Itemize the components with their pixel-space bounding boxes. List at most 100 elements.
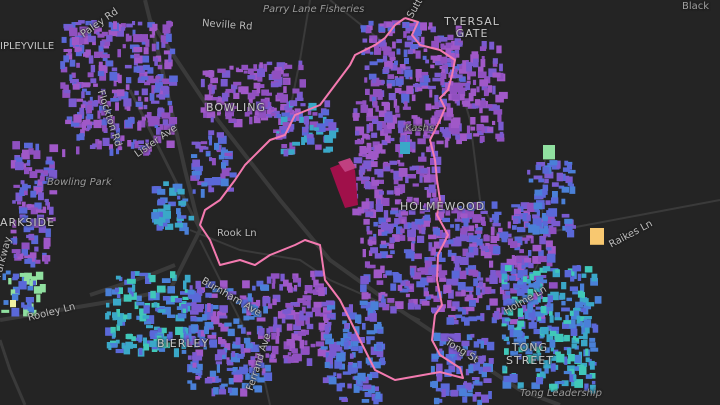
building (532, 256, 541, 264)
building (433, 295, 440, 302)
building (480, 210, 488, 214)
ward-boundary-line[interactable] (199, 17, 464, 381)
building (453, 66, 461, 70)
building (448, 289, 454, 299)
building (369, 61, 378, 66)
building (514, 264, 518, 268)
building (445, 137, 450, 141)
building (301, 346, 310, 355)
building (318, 322, 326, 330)
building (106, 342, 111, 349)
building (20, 180, 25, 185)
building (461, 100, 471, 105)
highlighted-building[interactable] (330, 162, 358, 208)
building (477, 71, 487, 79)
building (491, 214, 500, 220)
building (545, 214, 555, 221)
building (162, 296, 170, 301)
building (89, 96, 93, 102)
building (113, 79, 117, 87)
building (491, 105, 497, 111)
building (550, 291, 559, 301)
building (362, 376, 369, 384)
building (395, 144, 404, 152)
building (466, 65, 473, 72)
building (496, 137, 505, 142)
building (324, 134, 333, 143)
building (458, 133, 467, 141)
building (77, 39, 83, 44)
building (539, 236, 546, 245)
building (236, 369, 241, 374)
building (466, 350, 473, 356)
building (195, 280, 202, 289)
building (461, 316, 466, 322)
building (402, 106, 411, 110)
building (12, 273, 20, 279)
building (451, 306, 456, 311)
building (431, 130, 440, 135)
building (417, 235, 425, 243)
building (81, 91, 85, 99)
building (126, 77, 132, 84)
building (321, 301, 328, 307)
building (298, 60, 303, 69)
building (546, 334, 554, 342)
building (524, 335, 529, 339)
highlighted-building-2[interactable] (338, 158, 356, 172)
building (494, 211, 502, 215)
building (236, 68, 243, 73)
building (139, 272, 149, 276)
building (191, 175, 197, 179)
building (208, 130, 215, 136)
building (193, 355, 203, 361)
building (458, 210, 463, 214)
building (594, 296, 602, 304)
building (160, 85, 169, 91)
building (481, 371, 487, 378)
building (472, 214, 481, 223)
building (15, 249, 20, 257)
building (272, 277, 276, 284)
building (304, 285, 313, 294)
label-holmewood: HOLMEWOOD (400, 200, 486, 213)
building (123, 345, 131, 355)
building (421, 300, 430, 306)
building (583, 319, 592, 328)
building (205, 283, 214, 288)
building (503, 336, 510, 341)
building (423, 129, 428, 136)
building (153, 338, 157, 342)
building (549, 383, 558, 391)
building (539, 371, 546, 379)
building (382, 217, 391, 223)
building (456, 365, 463, 374)
building (325, 352, 330, 358)
building (577, 273, 582, 281)
building (381, 139, 388, 146)
building (478, 355, 485, 364)
building (461, 289, 466, 297)
building (88, 55, 94, 64)
building (272, 298, 277, 306)
building (10, 237, 18, 244)
building (538, 250, 544, 259)
building (477, 201, 485, 210)
building (422, 55, 427, 60)
building (513, 341, 522, 346)
building (231, 84, 238, 90)
building (434, 102, 440, 109)
building (366, 225, 370, 232)
building (386, 119, 395, 128)
building (431, 307, 439, 313)
building (519, 258, 526, 266)
building (366, 230, 373, 235)
building (144, 303, 151, 307)
building (206, 179, 214, 186)
building (273, 110, 280, 119)
building (470, 126, 476, 131)
building (430, 117, 436, 126)
building (299, 116, 304, 123)
